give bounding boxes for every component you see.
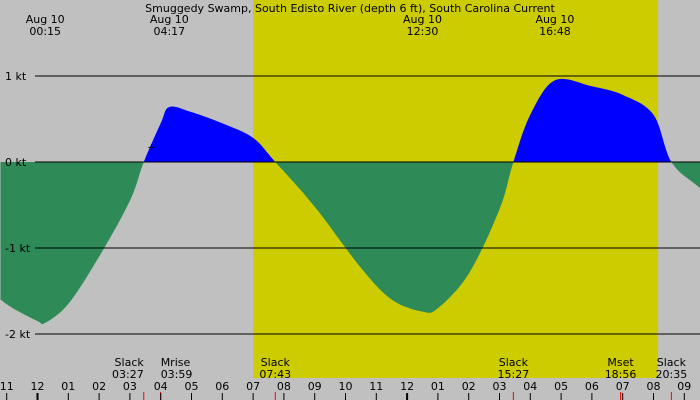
y-tick-label: -1 kt xyxy=(5,242,31,255)
event-time: 15:27 xyxy=(498,368,530,381)
hour-tick-label: 03 xyxy=(123,380,137,393)
event-time: 20:35 xyxy=(656,368,688,381)
chart-title: Smuggedy Swamp, South Edisto River (dept… xyxy=(145,2,555,15)
event-name: Slack xyxy=(115,356,145,369)
flood-area-3 xyxy=(513,78,672,162)
event-name: Slack xyxy=(499,356,529,369)
y-tick-label: 1 kt xyxy=(5,70,27,83)
hour-tick-label: 01 xyxy=(61,380,75,393)
ebb-area-0 xyxy=(0,162,144,325)
event-labels-layer: Slack03:27Mrise03:59Slack07:43Slack15:27… xyxy=(112,356,687,400)
hour-tick-label: 01 xyxy=(431,380,445,393)
hour-tick-label: 02 xyxy=(92,380,106,393)
hour-tick-label: 09 xyxy=(677,380,691,393)
hour-tick-label: 12 xyxy=(400,380,414,393)
current-area-layer xyxy=(0,78,700,325)
hour-tick-label: 04 xyxy=(523,380,537,393)
hour-tick-label: 02 xyxy=(462,380,476,393)
ebb-area-4 xyxy=(671,162,700,189)
event-name: Slack xyxy=(657,356,687,369)
grid-layer: 1 kt 0 kt -1 kt -2 kt xyxy=(5,70,700,341)
event-time: 18:56 xyxy=(605,368,637,381)
top-label-time: 04:17 xyxy=(153,25,185,38)
hour-tick-label: 09 xyxy=(308,380,322,393)
hour-tick-label: 04 xyxy=(154,380,168,393)
hour-tick-label: 03 xyxy=(493,380,507,393)
hour-tick-label: 06 xyxy=(215,380,229,393)
event-time: 07:43 xyxy=(259,368,291,381)
top-label-time: 12:30 xyxy=(407,25,439,38)
hour-tick-label: 07 xyxy=(616,380,630,393)
hour-tick-label: 05 xyxy=(185,380,199,393)
flood-area-1 xyxy=(143,106,276,162)
hour-tick-label: 08 xyxy=(277,380,291,393)
event-time: 03:27 xyxy=(112,368,144,381)
plus-marker xyxy=(148,144,155,151)
y-tick-label: -2 kt xyxy=(5,328,31,341)
top-label-date: Aug 10 xyxy=(403,13,442,26)
top-label-date: Aug 10 xyxy=(26,13,65,26)
top-label-time: 00:15 xyxy=(29,25,61,38)
top-label-time: 16:48 xyxy=(539,25,571,38)
event-time: 03:59 xyxy=(161,368,193,381)
x-axis-layer: 11 12 01 02 03 04 05 06 07 08 09 10 11 12 01 02 03 04 05 06… xyxy=(0,380,691,400)
hour-tick-label: 06 xyxy=(585,380,599,393)
hour-tick-label: 11 xyxy=(369,380,383,393)
event-name: Mrise xyxy=(161,356,191,369)
hour-tick-label: 11 xyxy=(0,380,14,393)
top-label-date: Aug 10 xyxy=(535,13,574,26)
hour-tick-label: 12 xyxy=(31,380,45,393)
y-tick-label: 0 kt xyxy=(5,156,27,169)
event-name: Slack xyxy=(261,356,291,369)
hour-tick-label: 07 xyxy=(246,380,260,393)
hour-tick-label: 05 xyxy=(554,380,568,393)
top-label-date: Aug 10 xyxy=(150,13,189,26)
hour-tick-label: 10 xyxy=(339,380,353,393)
hour-tick-label: 08 xyxy=(647,380,661,393)
ebb-area-2 xyxy=(275,162,514,313)
event-name: Mset xyxy=(607,356,634,369)
